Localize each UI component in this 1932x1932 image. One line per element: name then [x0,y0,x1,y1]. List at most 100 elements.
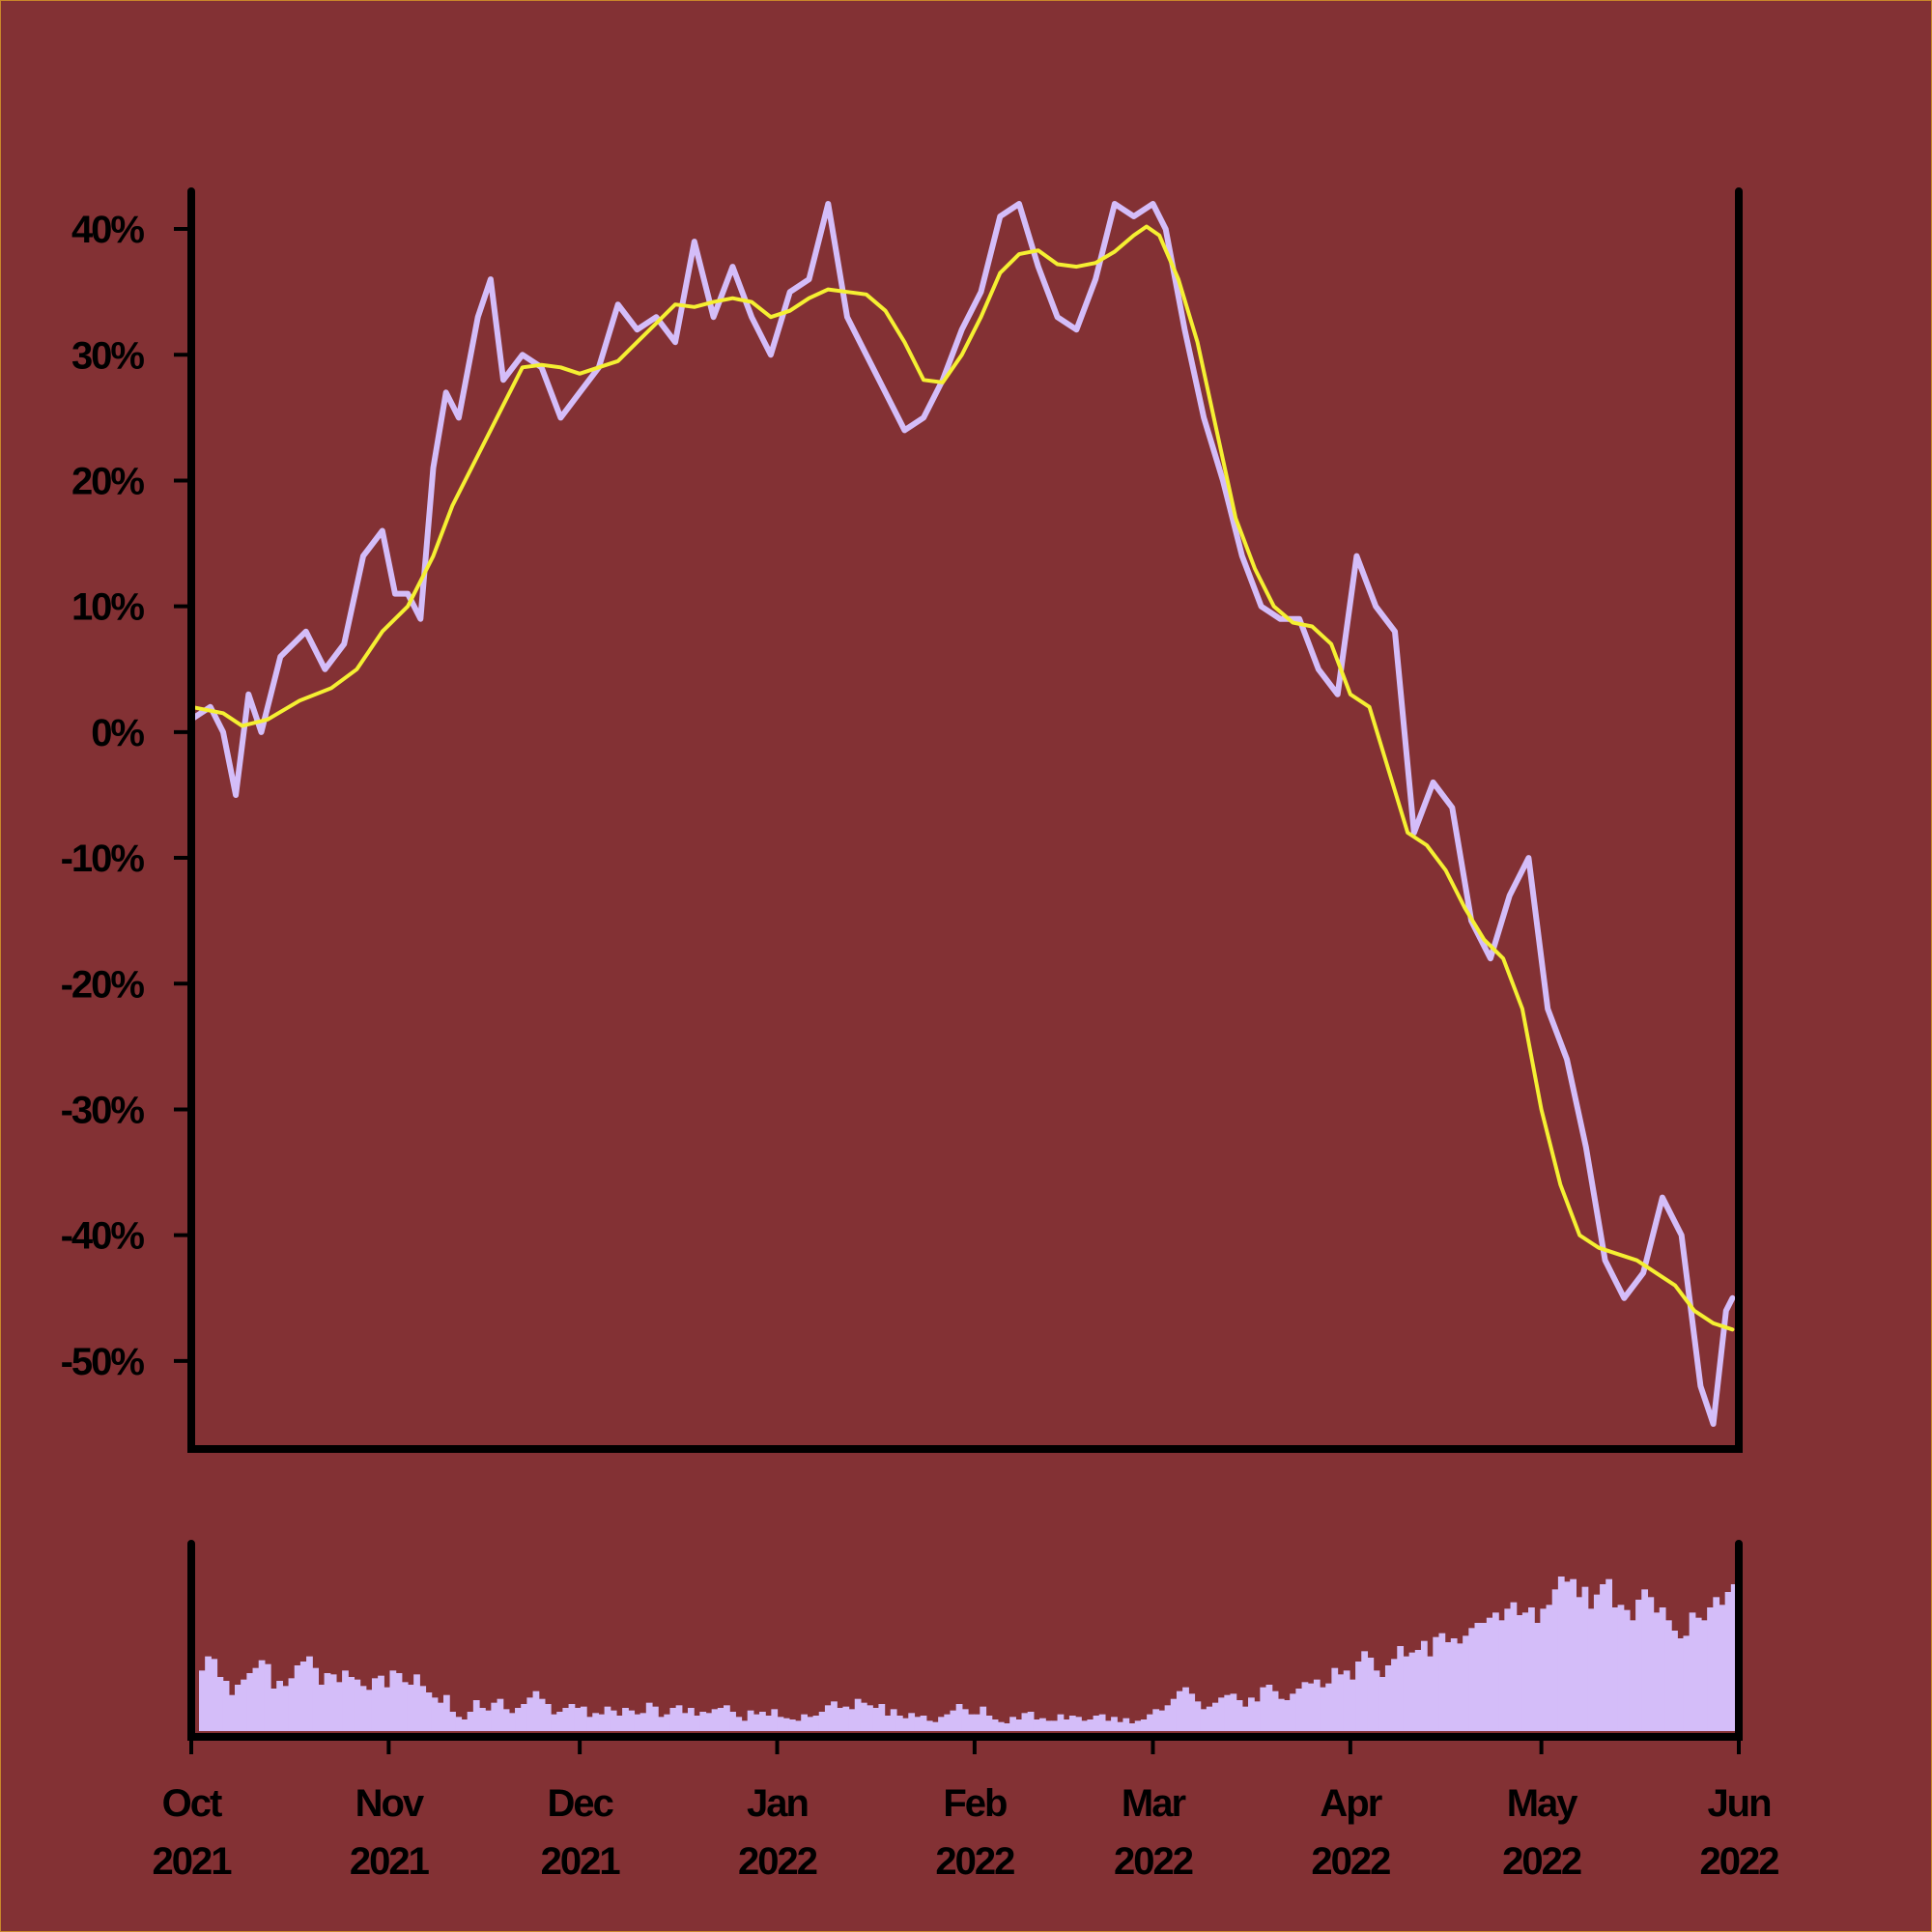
volume-bar [1081,1720,1089,1731]
volume-bar [199,1670,206,1731]
volume-bar [413,1674,420,1731]
volume-bar [1450,1638,1458,1731]
volume-bar [1534,1623,1541,1731]
volume-bar [687,1708,695,1731]
volume-bar [342,1670,349,1731]
volume-bar [228,1694,236,1731]
volume-bar [1170,1698,1178,1731]
x-tick-month: Jan [747,1782,808,1825]
volume-bar [1147,1714,1153,1731]
volume-bar [318,1685,326,1731]
volume-bar [467,1712,474,1731]
volume-bar [974,1714,980,1731]
x-tick-year: 2022 [935,1840,1014,1883]
volume-bar [765,1716,772,1731]
volume-bar [306,1656,313,1731]
volume-bar [556,1712,563,1731]
volume-bar [645,1702,653,1731]
volume-bar [771,1709,779,1731]
volume-bar [1438,1633,1446,1731]
volume-bar [276,1681,283,1731]
volume-bar [1659,1607,1666,1731]
volume-bar [1664,1620,1672,1731]
volume-bar [282,1686,290,1731]
volume-bar [694,1716,700,1731]
volume-bar [1277,1698,1285,1731]
volume-bar [1241,1706,1249,1731]
volume-bar [1128,1723,1136,1731]
x-tick-month: Jun [1707,1782,1770,1825]
volume-bar [497,1698,504,1731]
volume-bar [502,1709,510,1731]
volume-bar [985,1716,993,1731]
volume-bar [681,1713,689,1731]
volume-bar [1122,1718,1130,1731]
volume-bar [788,1719,796,1731]
volume-bar [1117,1721,1124,1731]
volume-bar [348,1677,355,1731]
volume-bar [1713,1597,1720,1731]
volume-bar [955,1704,963,1731]
volume-bar [401,1682,409,1731]
volume-bar [329,1674,337,1731]
volume-bar [407,1685,414,1731]
volume-bar [651,1706,659,1731]
volume-bar [1600,1584,1606,1731]
volume-bar [1301,1682,1309,1731]
volume-bar [867,1705,873,1731]
volume-bar [1158,1710,1166,1731]
volume-bar [1433,1636,1440,1731]
volume-bar [551,1714,557,1731]
volume-bar [580,1706,587,1731]
volume-bar [1188,1693,1196,1731]
volume-bar [1140,1719,1148,1731]
volume-bar [431,1697,439,1731]
volume-bar [1671,1631,1678,1731]
volume-bar [389,1670,397,1731]
volume-bar [848,1709,856,1731]
y-tick-label: -20% [61,963,145,1006]
volume-bar [1265,1685,1273,1731]
volume-bar [425,1692,433,1731]
volume-bar [1498,1620,1505,1731]
volume-bar [586,1717,593,1731]
volume-bar [1057,1714,1065,1731]
volume-bar [1551,1589,1559,1731]
x-tick-month: Feb [943,1782,1007,1825]
volume-bar [1343,1670,1350,1731]
volume-bar [1576,1597,1583,1731]
volume-bar [1152,1709,1160,1731]
volume-bar [1641,1589,1649,1731]
volume-bar [592,1713,600,1731]
volume-bar [669,1708,677,1731]
volume-bar [842,1706,850,1731]
volume-bar [950,1710,957,1731]
axes [187,187,1743,1741]
volume-bar [365,1690,373,1731]
volume-bar [980,1706,987,1731]
volume-bar [312,1667,320,1731]
volume-bar [1295,1689,1303,1731]
volume-bar [562,1708,570,1731]
volume-bar [1570,1578,1577,1731]
volume-bar [699,1712,707,1731]
volume-bar [795,1720,802,1731]
x-tick-year: 2021 [541,1840,621,1883]
volume-bar [378,1675,384,1731]
volume-bar [664,1714,671,1731]
volume-bar [1068,1716,1076,1731]
volume-bar [1397,1646,1405,1731]
volume-bar [1004,1723,1010,1731]
volume-bar [860,1702,867,1731]
x-tick-labels: Oct 2021 Nov 2021 Dec 2021 Jan 2022 Feb 2022 Mar 20… [153,1737,1780,1883]
volume-bar [1403,1656,1410,1731]
volume-bar [324,1673,331,1731]
volume-bar [1510,1602,1518,1731]
volume-bar [1504,1608,1512,1731]
volume-bar [604,1706,611,1731]
volume-bar [1528,1607,1535,1731]
volume-bar [1611,1607,1619,1731]
volume-bar [1349,1679,1356,1731]
volume-bar [837,1708,844,1731]
